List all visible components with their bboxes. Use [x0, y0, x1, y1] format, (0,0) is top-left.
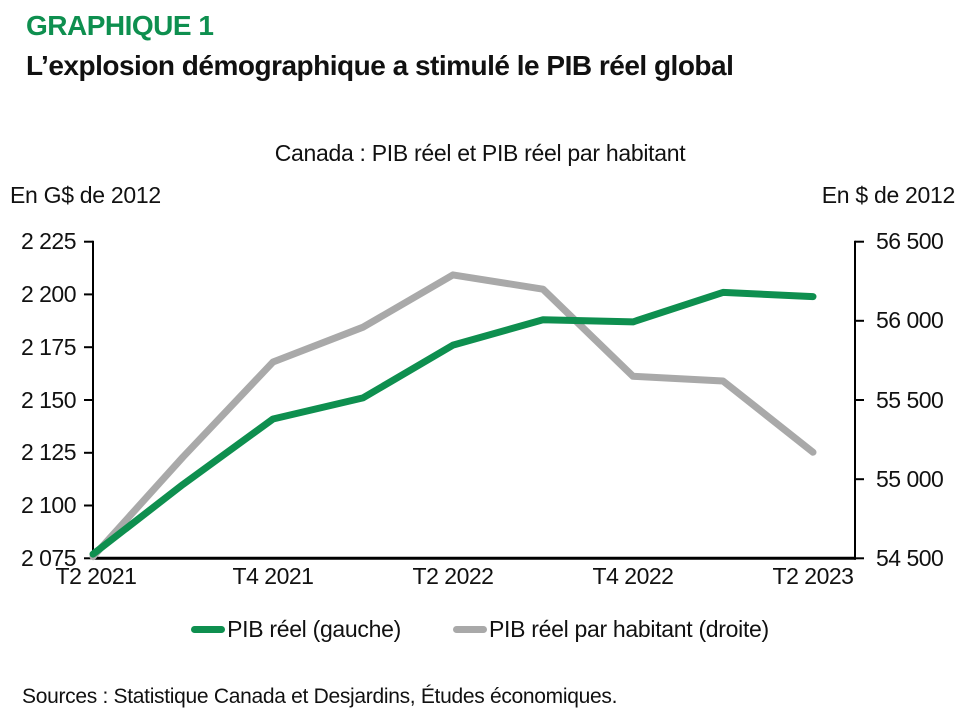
left-tick-label: 2 225 [20, 228, 77, 254]
pib-reel-line [89, 288, 817, 558]
left-tick-label: 2 200 [20, 281, 77, 307]
left-tick-label: 2 125 [20, 439, 77, 465]
legend-item-pib-reel-par-habitant: PIB réel par habitant (droite) [452, 616, 769, 643]
right-axis-unit-label: En $ de 2012 [821, 182, 956, 208]
sources-note: Sources : Statistique Canada et Desjardi… [22, 685, 618, 708]
left-axis-unit-label: En G$ de 2012 [10, 182, 161, 208]
left-tick-label: 2 075 [20, 545, 77, 571]
x-tick-label: T4 2022 [592, 563, 674, 589]
left-tick-label: 2 100 [20, 492, 77, 518]
left-axis-ticks [84, 240, 93, 560]
pib-reel-par-habitant-line [89, 271, 817, 561]
chart-kicker: GRAPHIQUE 1 [26, 10, 214, 41]
green-line-swatch-icon [191, 626, 226, 633]
chart-legend: PIB réel (gauche) PIB réel par habitant … [0, 616, 960, 643]
legend-label-pib-reel: PIB réel (gauche) [227, 616, 401, 642]
right-tick-label: 56 500 [876, 228, 944, 254]
right-tick-label: 54 500 [876, 545, 944, 571]
right-tick-label: 55 500 [876, 387, 944, 413]
legend-item-pib-reel: PIB réel (gauche) [191, 616, 401, 643]
x-tick-label: T2 2022 [412, 563, 494, 589]
left-tick-label: 2 150 [20, 387, 77, 413]
right-tick-label: 56 000 [876, 307, 944, 333]
right-tick-label: 55 000 [876, 466, 944, 492]
left-tick-label: 2 175 [20, 334, 77, 360]
chart-headline: L’explosion démographique a stimulé le P… [26, 50, 734, 81]
gray-line-swatch-icon [452, 626, 487, 633]
x-tick-label: T2 2021 [55, 563, 137, 589]
x-tick-label: T4 2021 [232, 563, 314, 589]
legend-label-pib-reel-par-habitant: PIB réel par habitant (droite) [488, 616, 769, 642]
right-axis-ticks [855, 240, 864, 560]
x-tick-label: T2 2023 [772, 563, 854, 589]
chart-title: Canada : PIB réel et PIB réel par habita… [274, 140, 686, 166]
